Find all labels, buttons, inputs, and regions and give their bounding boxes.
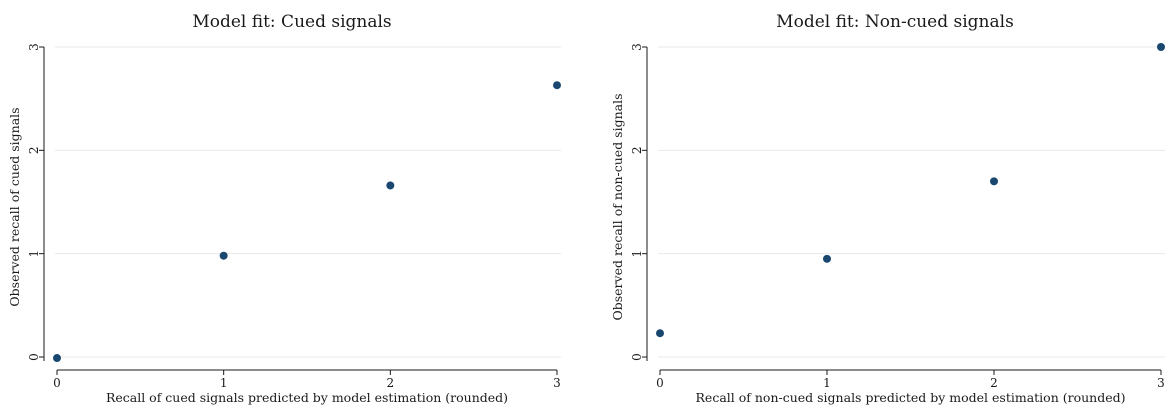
x-tick-label: 1 <box>823 376 831 390</box>
y-tick-label: 1 <box>27 250 41 258</box>
data-point-0 <box>53 354 61 363</box>
chart-cued-signals: 0 1 2 3 0 1 2 3 Model fit: Cued signals Recall of… <box>7 12 561 405</box>
chart-title: Model fit: Non-cued signals <box>776 12 1014 32</box>
x-tick-label: 3 <box>1157 376 1165 390</box>
x-tick-label: 0 <box>656 376 664 390</box>
y-tick-label: 1 <box>630 250 644 258</box>
y-tick-label: 3 <box>27 43 41 51</box>
y-tick-label: 2 <box>630 147 644 155</box>
x-tick-label: 3 <box>553 376 561 390</box>
data-point-0 <box>656 329 664 338</box>
x-axis-label: Recall of non-cued signals predicted by … <box>696 390 1126 405</box>
y-axis-label: Observed recall of cued signals <box>7 107 22 306</box>
x-axis-label: Recall of cued signals predicted by mode… <box>106 390 508 405</box>
data-point-1 <box>823 254 831 263</box>
y-axis-label: Observed recall of non-cued signals <box>610 94 625 321</box>
y-tick-label: 2 <box>27 147 41 155</box>
data-point-2 <box>990 177 998 186</box>
data-point-3 <box>553 81 561 90</box>
chart-title: Model fit: Cued signals <box>192 12 391 32</box>
y-tick-label: 0 <box>630 353 644 361</box>
data-point-1 <box>219 251 228 260</box>
data-point-3 <box>1157 43 1165 51</box>
x-tick-label: 2 <box>387 376 395 390</box>
x-tick-label: 0 <box>53 376 61 390</box>
y-tick-label: 0 <box>27 353 41 361</box>
x-tick-label: 1 <box>220 376 228 390</box>
chart-non-cued-signals: 0 1 2 3 0 1 2 3 Model fit: Non-cued signals Recal… <box>610 12 1165 405</box>
y-tick-label: 3 <box>630 43 644 51</box>
x-tick-label: 2 <box>990 376 998 390</box>
data-point-2 <box>386 181 395 190</box>
